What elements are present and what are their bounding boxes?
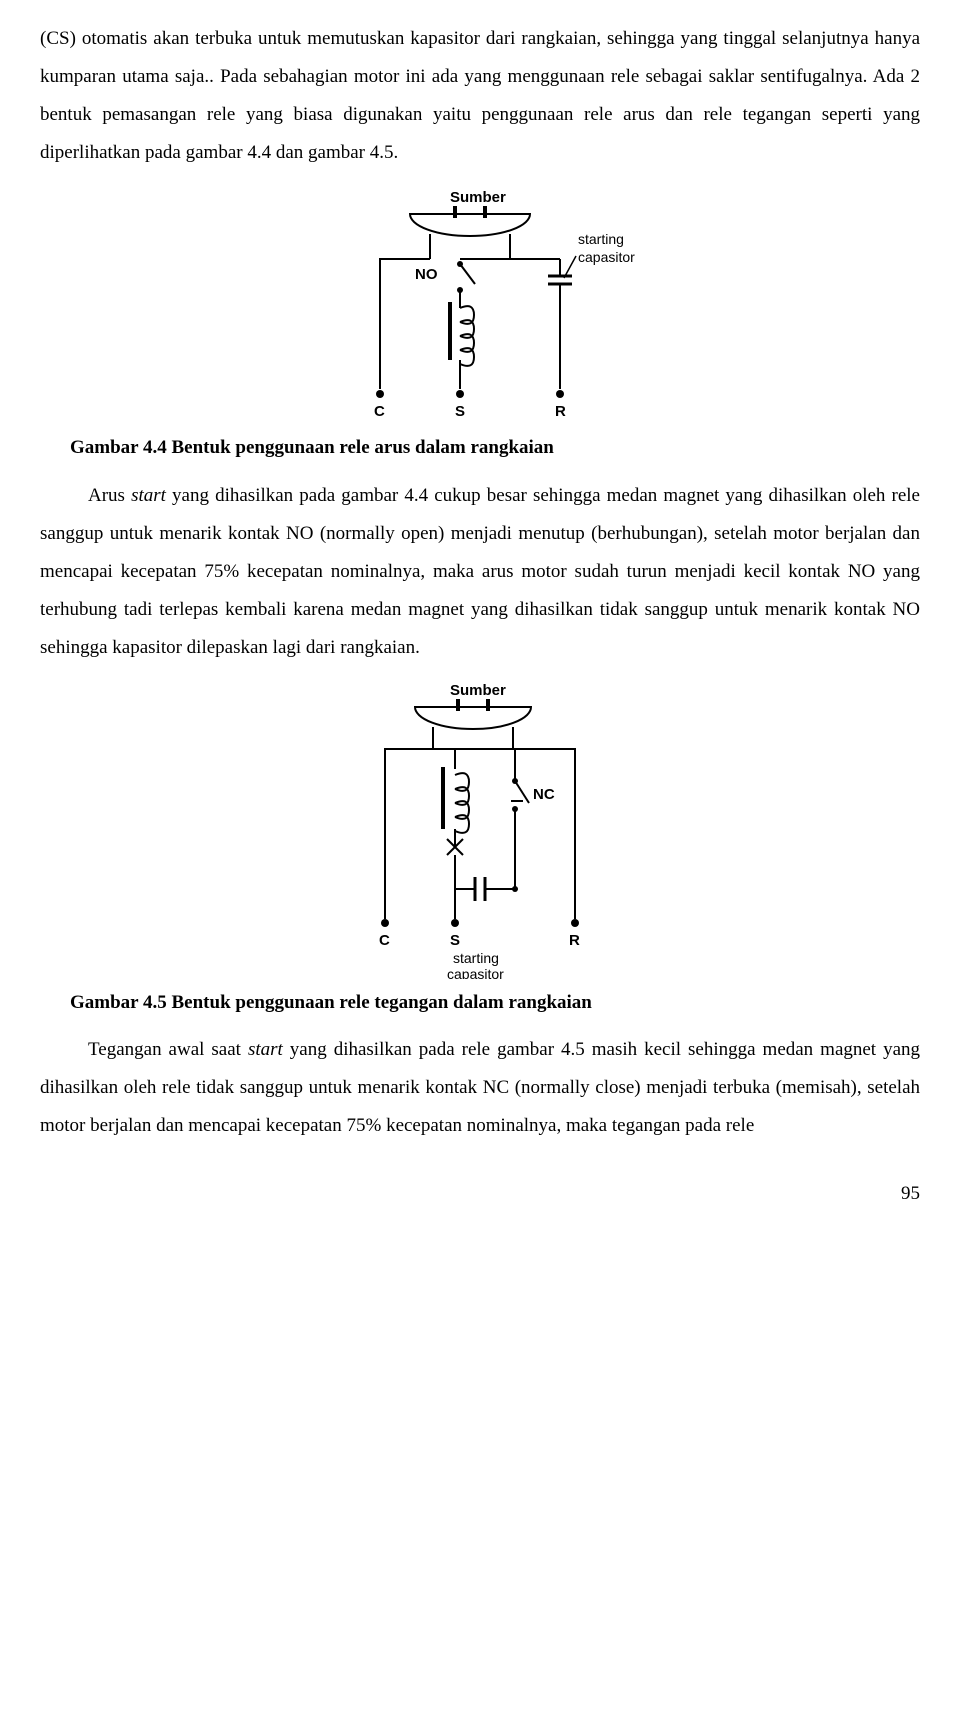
svg-text:NO: NO (415, 266, 438, 283)
svg-text:R: R (555, 403, 566, 420)
diagram-rele-arus: Sumber NO starting capasitor C S R (300, 184, 660, 424)
caption-4-5: Gambar 4.5 Bentuk penggunaan rele tegang… (70, 989, 920, 1018)
svg-text:capasitor: capasitor (578, 249, 635, 265)
svg-text:R: R (569, 932, 580, 949)
figure-4-5: Sumber NC C S Rstartingcapasitor (40, 679, 920, 979)
svg-text:C: C (379, 932, 390, 949)
paragraph-3: Tegangan awal saat start yang dihasilkan… (40, 1031, 920, 1145)
svg-text:C: C (374, 403, 385, 420)
para2-prefix: Arus (88, 485, 131, 506)
para2-italic: start (131, 485, 166, 506)
svg-text:NC: NC (533, 786, 555, 803)
paragraph-1: (CS) otomatis akan terbuka untuk memutus… (40, 20, 920, 172)
para2-rest: yang dihasilkan pada gambar 4.4 cukup be… (40, 485, 920, 658)
svg-text:S: S (450, 932, 460, 949)
page-number: 95 (40, 1175, 920, 1213)
caption-4-4: Gambar 4.4 Bentuk penggunaan rele arus d… (70, 434, 920, 463)
svg-text:capasitor: capasitor (447, 966, 504, 979)
diagram-rele-tegangan: Sumber NC C S Rstartingcapasitor (315, 679, 645, 979)
para3-prefix: Tegangan awal saat (88, 1039, 248, 1060)
para3-italic: start (248, 1039, 283, 1060)
svg-text:starting: starting (578, 231, 624, 247)
svg-text:S: S (455, 403, 465, 420)
svg-text:Sumber: Sumber (450, 189, 506, 206)
figure-4-4: Sumber NO starting capasitor C S R (40, 184, 920, 424)
svg-text:starting: starting (453, 950, 499, 966)
svg-text:Sumber: Sumber (450, 682, 506, 699)
paragraph-2: Arus start yang dihasilkan pada gambar 4… (40, 477, 920, 667)
